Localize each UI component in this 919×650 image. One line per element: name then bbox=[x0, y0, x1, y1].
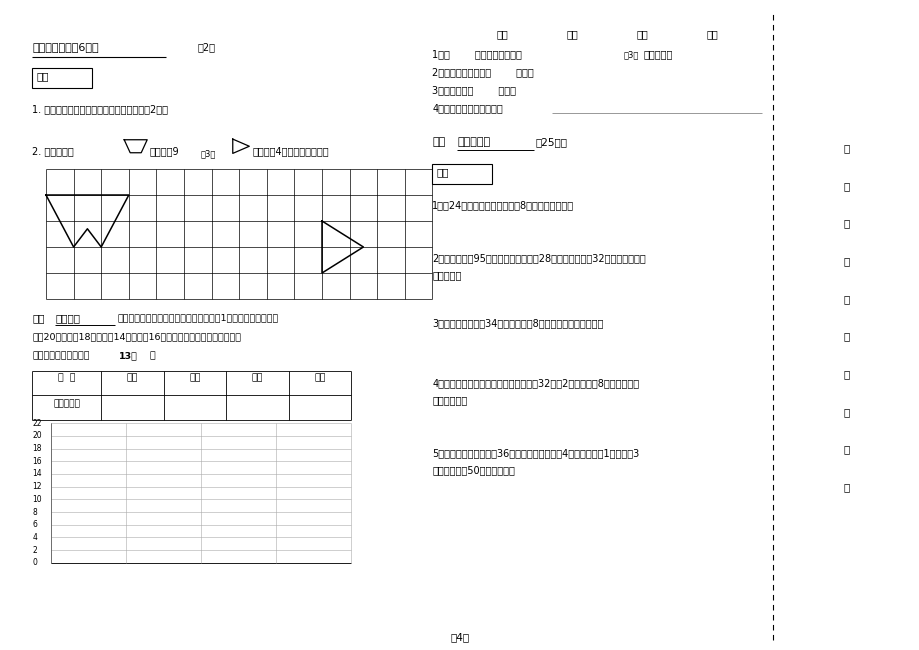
Text: 10: 10 bbox=[32, 495, 41, 504]
Text: 22: 22 bbox=[32, 419, 41, 428]
Text: 一组: 一组 bbox=[127, 374, 138, 383]
Text: 五．我会画。（6分）: 五．我会画。（6分） bbox=[32, 42, 98, 52]
Text: 请: 请 bbox=[843, 143, 848, 153]
Text: （25分）: （25分） bbox=[535, 137, 567, 147]
Text: 第2页: 第2页 bbox=[198, 42, 216, 52]
Text: 18: 18 bbox=[32, 444, 41, 453]
Text: 要: 要 bbox=[843, 218, 848, 228]
Text: 得分: 得分 bbox=[437, 167, 449, 177]
Text: 四组: 四组 bbox=[314, 374, 325, 383]
Text: 七．: 七． bbox=[432, 137, 445, 147]
Text: 13分: 13分 bbox=[119, 351, 138, 360]
Text: 二组: 二组 bbox=[189, 374, 200, 383]
Text: 4: 4 bbox=[32, 533, 37, 542]
Text: 得分: 得分 bbox=[37, 71, 50, 81]
Text: 六．: 六． bbox=[32, 313, 45, 323]
Text: 6: 6 bbox=[32, 520, 37, 529]
Text: 答: 答 bbox=[843, 445, 848, 454]
Text: 不: 不 bbox=[843, 181, 848, 190]
Text: 1．（        ）组捐得最多，（: 1．（ ）组捐得最多，（ bbox=[432, 49, 522, 58]
Text: 数量（元）: 数量（元） bbox=[53, 399, 80, 408]
Text: 一组: 一组 bbox=[496, 29, 507, 39]
Text: 第4页: 第4页 bbox=[450, 632, 469, 642]
Text: 本练习本，带50元钱够用吗？: 本练习本，带50元钱够用吗？ bbox=[432, 465, 515, 475]
Text: 3．教室里有单人椅34把，双人椅有8把，求一共能坐多少人？: 3．教室里有单人椅34把，双人椅有8把，求一共能坐多少人？ bbox=[432, 318, 603, 328]
Text: 解决问题。: 解决问题。 bbox=[457, 137, 490, 147]
Text: 2. 分别画出将: 2. 分别画出将 bbox=[32, 146, 74, 156]
Text: 14: 14 bbox=[32, 469, 41, 478]
Bar bbox=[432, 164, 492, 184]
Text: 千克香蕉？: 千克香蕉？ bbox=[432, 270, 461, 280]
Text: 在: 在 bbox=[843, 256, 848, 266]
Text: 4．同学们要到公园划船，已知我们共有32人，2只小船可坐8人，求我们需: 4．同学们要到公园划船，已知我们共有32人，2只小船可坐8人，求我们需 bbox=[432, 378, 639, 388]
Text: 2: 2 bbox=[32, 546, 37, 554]
Text: 线: 线 bbox=[843, 369, 848, 379]
Text: 2．水果店里有95千克香蕉，上午卖出28千克，下午卖出32千克，还剩多少: 2．水果店里有95千克香蕉，上午卖出28千克，下午卖出32千克，还剩多少 bbox=[432, 254, 645, 263]
Text: 一组20元，二组18元，三组14元，四组16元，请你完成下面的统计表和统: 一组20元，二组18元，三组14元，四组16元，请你完成下面的统计表和统 bbox=[32, 333, 241, 342]
Text: 1. 在下面先画一个锐角，再画一个钝角。（2分）: 1. 在下面先画一个锐角，再画一个钝角。（2分） bbox=[32, 104, 168, 114]
Text: 三组: 三组 bbox=[252, 374, 263, 383]
Text: 第3页: 第3页 bbox=[623, 51, 639, 60]
Text: 要几只小船？: 要几只小船？ bbox=[432, 395, 467, 405]
Text: 四组: 四组 bbox=[706, 29, 717, 39]
Bar bbox=[32, 68, 92, 88]
Text: 16: 16 bbox=[32, 457, 41, 466]
Text: 订: 订 bbox=[843, 332, 848, 341]
Text: 2．一组比三组多捐（        ）元。: 2．一组比三组多捐（ ）元。 bbox=[432, 67, 534, 77]
Text: 题: 题 bbox=[843, 482, 848, 492]
Text: ）: ） bbox=[149, 351, 154, 360]
Text: 向右平移9: 向右平移9 bbox=[150, 146, 179, 156]
Text: 0: 0 bbox=[32, 558, 37, 567]
Text: 3．全班共捐（        ）元。: 3．全班共捐（ ）元。 bbox=[432, 85, 516, 95]
Text: 组  别: 组 别 bbox=[58, 374, 75, 383]
Text: 三组: 三组 bbox=[636, 29, 647, 39]
Text: 第3页: 第3页 bbox=[200, 150, 216, 159]
Text: 装: 装 bbox=[843, 294, 848, 304]
Text: 1．有24辆小汽车，如果每排停8辆，可以停几排？: 1．有24辆小汽车，如果每排停8辆，可以停几排？ bbox=[432, 200, 573, 210]
Text: 4．你还能提出什么问题？: 4．你还能提出什么问题？ bbox=[432, 103, 503, 113]
Text: 。在向灾区儿童献爱心捐款活动中，二（1）班同学捐款如下：: 。在向灾区儿童献爱心捐款活动中，二（1）班同学捐款如下： bbox=[118, 313, 278, 322]
Text: 8: 8 bbox=[32, 508, 37, 517]
Text: 内: 内 bbox=[843, 407, 848, 417]
Text: 20: 20 bbox=[32, 432, 41, 440]
Text: 向上平移4格后得到的图形。: 向上平移4格后得到的图形。 bbox=[252, 146, 328, 156]
Text: 二组: 二组 bbox=[566, 29, 577, 39]
Text: 5．商店里书包的价格是36元，练习本的价格是4元，小明想买1个书包和3: 5．商店里书包的价格是36元，练习本的价格是4元，小明想买1个书包和3 bbox=[432, 448, 639, 458]
Text: 12: 12 bbox=[32, 482, 41, 491]
Text: 我会统计: 我会统计 bbox=[55, 313, 80, 323]
Text: 计图，并回答问题。（: 计图，并回答问题。（ bbox=[32, 351, 90, 360]
Text: ）得最少。: ）得最少。 bbox=[643, 49, 673, 58]
